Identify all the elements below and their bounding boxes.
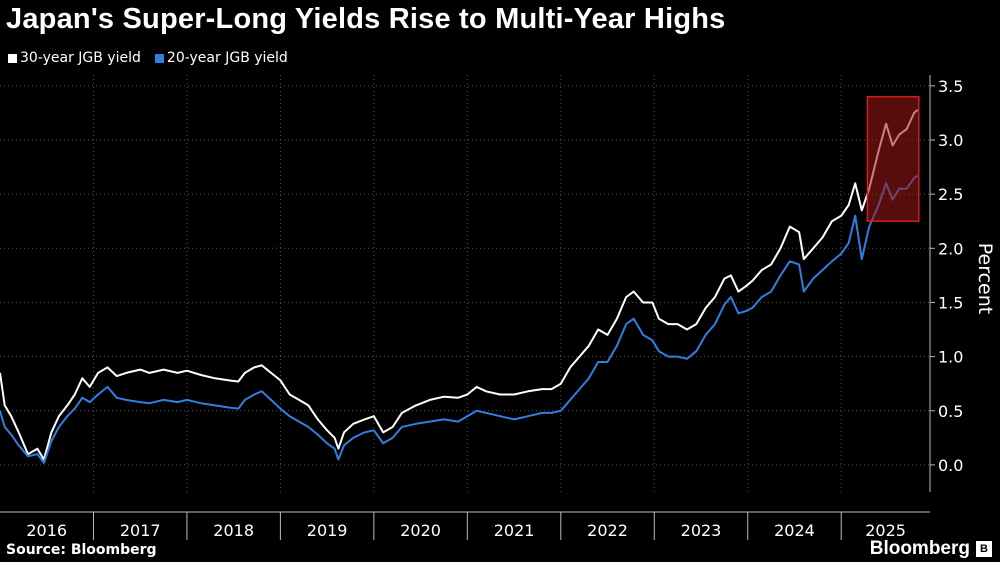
brand-icon: B <box>976 541 992 557</box>
x-tick-label: 2024 <box>774 521 815 540</box>
chart-title: Japan's Super-Long Yields Rise to Multi-… <box>6 3 726 35</box>
legend-item-30y: 30-year JGB yield <box>8 50 141 66</box>
brand: Bloomberg B <box>870 538 992 560</box>
legend-swatch-20y <box>154 53 164 63</box>
x-tick-label: 2018 <box>213 521 254 540</box>
y-tick-label: 3.5 <box>938 77 963 96</box>
brand-name: Bloomberg <box>869 538 970 559</box>
x-tick-label: 2016 <box>26 521 67 540</box>
legend-label-30y: 30-year JGB yield <box>20 50 141 66</box>
legend-swatch-30y <box>8 53 17 63</box>
y-axis-label: Percent <box>974 243 996 315</box>
legend-item-20y: 20-year JGB yield <box>154 50 288 66</box>
legend: 30-year JGB yield 20-year JGB yield <box>8 50 288 66</box>
legend-label-20y: 20-year JGB yield <box>166 50 288 66</box>
y-tick-label: 2.5 <box>938 185 963 204</box>
series-line-30y <box>0 108 919 461</box>
y-tick-label: 0.5 <box>938 402 963 421</box>
x-tick-label: 2023 <box>681 521 722 540</box>
x-tick-label: 2020 <box>400 521 441 540</box>
x-tick-label: 2019 <box>307 521 348 540</box>
series-line-20y <box>0 174 919 464</box>
y-tick-label: 0.0 <box>938 456 963 475</box>
y-tick-label: 3.0 <box>938 131 963 150</box>
x-tick-label: 2022 <box>587 521 628 540</box>
x-tick-label: 2025 <box>865 521 906 540</box>
source-note: Source: Bloomberg <box>6 542 157 558</box>
y-tick-label: 2.0 <box>938 239 963 258</box>
x-tick-label: 2017 <box>120 521 161 540</box>
highlight-box <box>866 95 920 222</box>
y-tick-label: 1.0 <box>938 348 963 367</box>
y-tick-label: 1.5 <box>938 293 963 312</box>
x-tick-label: 2021 <box>494 521 535 540</box>
